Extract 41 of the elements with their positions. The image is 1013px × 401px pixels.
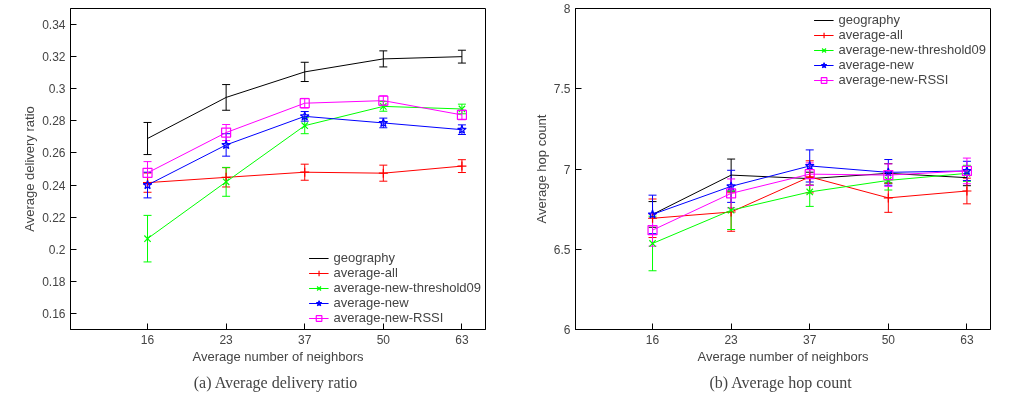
x-tick-label: 16 [140, 332, 155, 347]
legend-label: geography [333, 250, 396, 265]
y-tick-label: 0.22 [42, 210, 66, 225]
x-tick-label: 37 [298, 332, 312, 347]
y-tick-label: 0.24 [42, 178, 66, 193]
x-axis-title: Average number of neighbors [192, 348, 365, 364]
x-axis-title: Average number of neighbors [697, 348, 870, 364]
y-tick-label: 0.26 [42, 146, 66, 161]
y-tick-label: 0.28 [42, 114, 66, 129]
legend-label: average-new [838, 57, 914, 72]
y-tick-label: 0.32 [42, 50, 66, 65]
y-tick-label: 7 [563, 162, 571, 177]
x-tick-label: 63 [455, 332, 469, 347]
legend-label: geography [838, 12, 901, 27]
y-axis-title: Average delivery ratio [22, 106, 38, 232]
y-tick-label: 7.5 [553, 82, 571, 97]
y-tick-label: 6.5 [553, 242, 571, 257]
legend-label: average-all [333, 265, 398, 280]
legend-label: average-new-RSSI [333, 310, 444, 325]
legend-label: average-all [838, 27, 903, 42]
x-tick-label: 63 [960, 332, 974, 347]
legend-label: average-new-threshold09 [838, 42, 986, 57]
x-tick-label: 50 [881, 332, 896, 347]
y-tick-label: 8 [563, 2, 571, 16]
legend-label: average-new-RSSI [838, 72, 949, 87]
y-tick-label: 0.2 [48, 242, 66, 257]
x-tick-label: 23 [219, 332, 234, 347]
text: (b) Average hop count [709, 373, 853, 392]
legend-label: average-new-threshold09 [333, 280, 481, 295]
x-tick-label: 50 [376, 332, 391, 347]
text: (a) Average delivery ratio [193, 373, 358, 392]
y-axis-title: Average hop count [533, 114, 549, 224]
y-tick-label: 0.18 [42, 274, 66, 289]
y-tick-label: 6 [563, 323, 571, 337]
legend-label: average-new [333, 295, 409, 310]
x-tick-label: 37 [803, 332, 817, 347]
x-tick-label: 23 [724, 332, 739, 347]
y-tick-label: 0.34 [42, 18, 66, 33]
y-tick-label: 0.3 [48, 82, 66, 97]
x-tick-label: 16 [645, 332, 660, 347]
y-tick-label: 0.16 [42, 306, 66, 321]
